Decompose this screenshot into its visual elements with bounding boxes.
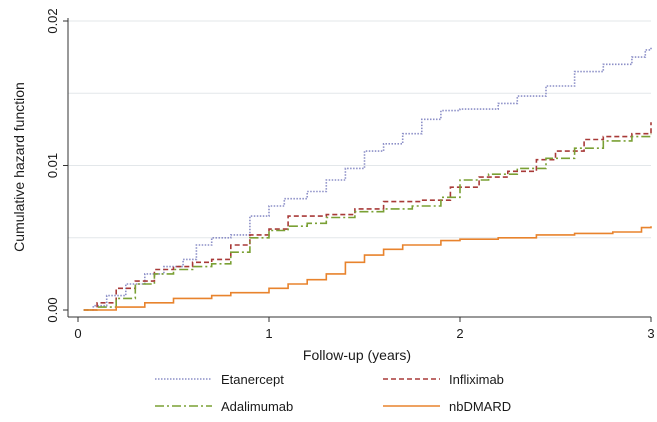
legend-label-etanercept: Etanercept [221,372,284,387]
x-tick-label: 3 [647,326,654,341]
legend: Etanercept Infliximab Adalimumab nbDMARD [155,372,511,414]
series-line-infliximab [83,122,652,311]
series-line-nbdmard [83,226,652,311]
x-tick-label: 2 [456,326,463,341]
series-lines [83,47,652,311]
series-line-adalimumab [83,133,652,311]
y-tick-label: 0.01 [45,153,60,178]
axes: 0 1 2 3 0.00 0.01 0.02 [45,8,655,341]
legend-label-adalimumab: Adalimumab [221,399,293,414]
legend-label-infliximab: Infliximab [449,372,504,387]
y-tick-label: 0.02 [45,8,60,33]
y-tick-label: 0.00 [45,297,60,322]
x-tick-label: 1 [265,326,272,341]
grid-lines [68,20,651,239]
legend-label-nbdmard: nbDMARD [449,399,511,414]
y-axis-title: Cumulative hazard function [11,82,27,252]
x-axis-title: Follow-up (years) [303,347,411,363]
x-tick-label: 0 [74,326,81,341]
